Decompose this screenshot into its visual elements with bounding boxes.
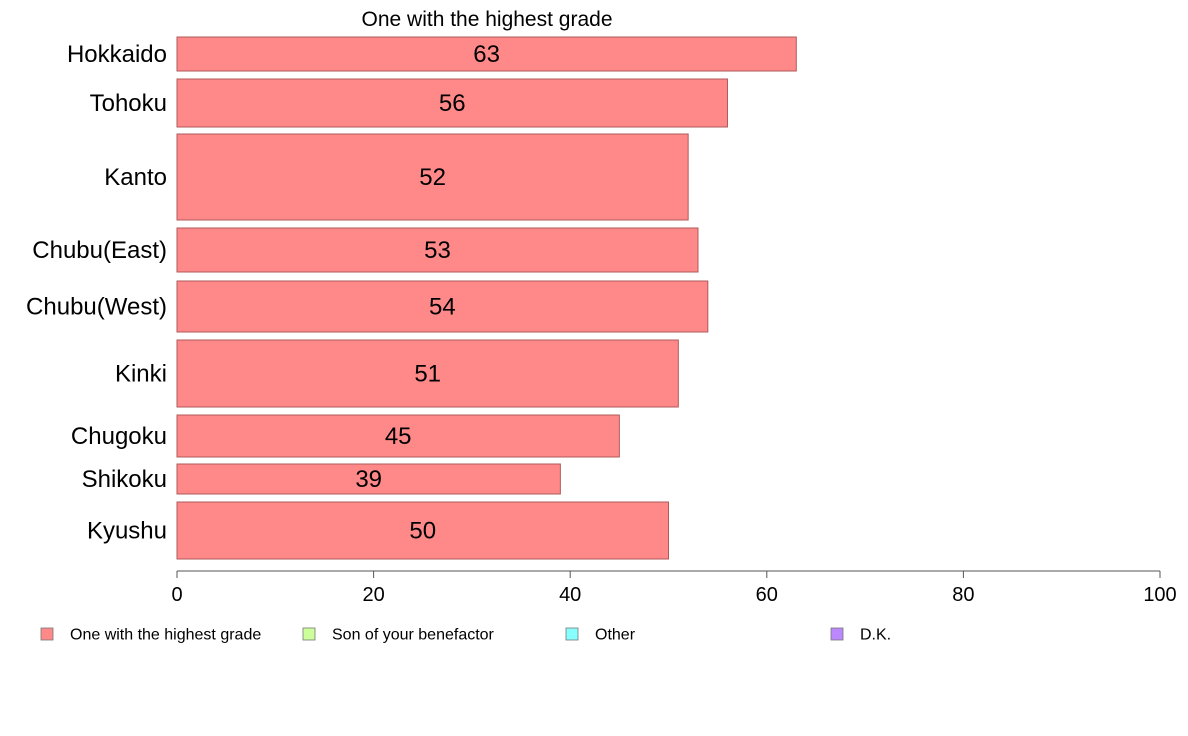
- category-label: Tohoku: [90, 90, 167, 117]
- category-label: Shikoku: [82, 466, 167, 493]
- bars-layer: [176, 36, 797, 560]
- value-label: 52: [419, 164, 446, 191]
- category-label: Chugoku: [71, 423, 167, 450]
- x-tick-label: 0: [171, 584, 182, 606]
- bar: [176, 501, 669, 560]
- bar: [176, 414, 620, 458]
- labels-layer: Hokkaido 63 Tohoku 56 Kanto 52 Chubu(East) 53 Ch…: [26, 41, 500, 545]
- value-label: 45: [385, 423, 412, 450]
- x-tick-label: 60: [756, 584, 778, 606]
- legend: One with the highest grade Son of your be…: [40, 627, 891, 644]
- bar: [176, 463, 561, 495]
- chart-title: One with the highest grade: [362, 8, 613, 31]
- bar: [176, 78, 728, 128]
- bar: [176, 227, 699, 273]
- category-label: Kinki: [115, 361, 167, 388]
- category-label: Kanto: [104, 164, 167, 191]
- x-axis: 0 20 40 60 80 100: [171, 570, 1177, 606]
- category-label: Hokkaido: [67, 41, 167, 68]
- x-tick-label: 40: [559, 584, 581, 606]
- x-tick-label: 20: [362, 584, 384, 606]
- legend-swatch: [40, 627, 54, 641]
- bar: [176, 280, 709, 333]
- legend-label: D.K.: [860, 627, 891, 644]
- value-label: 63: [473, 41, 500, 68]
- value-label: 50: [409, 518, 436, 545]
- legend-label: Son of your benefactor: [332, 627, 495, 644]
- category-label: Chubu(West): [26, 294, 167, 321]
- value-label: 51: [414, 361, 441, 388]
- category-label: Kyushu: [87, 518, 167, 545]
- x-tick-label: 80: [952, 584, 974, 606]
- legend-label: Other: [595, 627, 636, 644]
- value-label: 56: [439, 90, 466, 117]
- legend-swatch: [565, 627, 579, 641]
- legend-swatch: [830, 627, 844, 641]
- bar: [176, 133, 689, 221]
- category-label: Chubu(East): [32, 237, 167, 264]
- bar: [176, 36, 797, 72]
- value-label: 53: [424, 237, 451, 264]
- legend-swatch: [302, 627, 316, 641]
- value-label: 39: [355, 466, 382, 493]
- legend-label: One with the highest grade: [70, 627, 261, 644]
- x-tick-label: 100: [1143, 584, 1176, 606]
- bar: [176, 339, 679, 408]
- value-label: 54: [429, 294, 456, 321]
